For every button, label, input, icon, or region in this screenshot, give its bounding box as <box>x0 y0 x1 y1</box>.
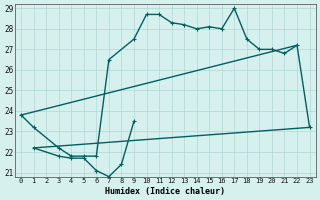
X-axis label: Humidex (Indice chaleur): Humidex (Indice chaleur) <box>105 187 225 196</box>
